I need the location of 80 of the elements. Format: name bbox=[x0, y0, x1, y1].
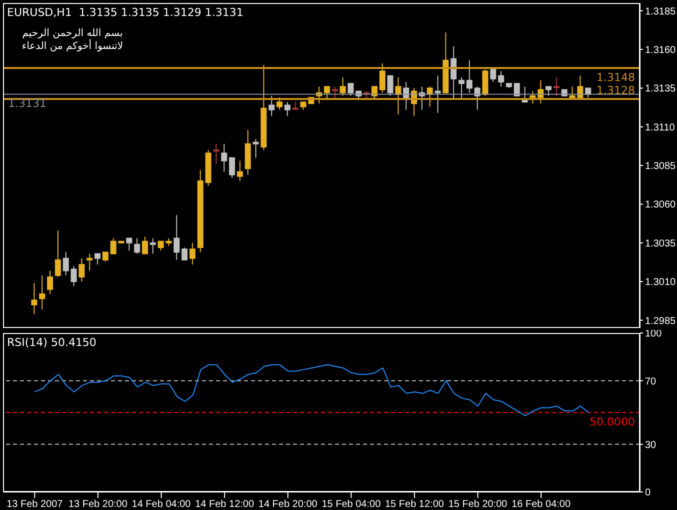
candlestick bbox=[142, 236, 148, 254]
y-tick-label: 70 bbox=[645, 376, 657, 388]
y-tick-label: 1.3060 bbox=[645, 200, 676, 211]
candlestick bbox=[332, 86, 338, 100]
y-tick-label: 1.3010 bbox=[645, 277, 676, 288]
ref-line-label: 1.3148 bbox=[596, 70, 635, 84]
candlestick bbox=[189, 242, 196, 266]
x-tick-label: 13 Feb 2007 bbox=[6, 499, 64, 510]
candlestick bbox=[474, 86, 480, 110]
candlestick bbox=[458, 76, 464, 100]
candlestick bbox=[538, 80, 544, 104]
x-tick-label: 14 Feb 04:00 bbox=[132, 499, 192, 510]
candlestick bbox=[78, 258, 85, 282]
candlestick bbox=[585, 88, 592, 98]
candlestick bbox=[522, 86, 528, 103]
candlestick bbox=[324, 86, 330, 100]
candlestick bbox=[514, 82, 520, 96]
candlestick bbox=[498, 70, 504, 88]
candlestick bbox=[379, 62, 386, 94]
candlestick bbox=[284, 102, 290, 116]
y-tick-label: 1.3085 bbox=[645, 161, 676, 172]
candlestick bbox=[150, 238, 156, 254]
y-tick-label: 1.3185 bbox=[645, 6, 676, 18]
candlestick bbox=[490, 69, 496, 82]
candlestick bbox=[371, 86, 378, 100]
x-tick-label: 15 Feb 04:00 bbox=[322, 499, 382, 510]
candlestick bbox=[530, 90, 536, 104]
annotation: لاتنسوا أخوكم من الدعاء bbox=[20, 41, 124, 52]
y-tick-label: 0 bbox=[645, 488, 651, 499]
x-tick-label: 15 Feb 12:00 bbox=[385, 499, 444, 510]
candlestick bbox=[126, 238, 132, 252]
candlestick bbox=[434, 75, 441, 114]
y-tick-label: 1.3110 bbox=[645, 122, 676, 134]
candlestick bbox=[102, 252, 108, 262]
candlestick bbox=[546, 86, 552, 96]
candlestick bbox=[482, 69, 488, 96]
candlestick bbox=[221, 143, 228, 172]
candlestick bbox=[348, 82, 354, 96]
y-tick-label: 1.2985 bbox=[645, 316, 676, 327]
candlestick bbox=[54, 230, 61, 278]
x-tick-label: 14 Feb 20:00 bbox=[258, 499, 318, 510]
candlestick bbox=[450, 46, 457, 100]
ref-line-label: 50.0000 bbox=[590, 415, 635, 428]
y-tick-label: 1.3135 bbox=[645, 84, 676, 95]
candlestick bbox=[213, 143, 220, 164]
candlestick bbox=[229, 157, 236, 178]
candlestick bbox=[62, 252, 69, 276]
x-tick-label: 15 Feb 20:00 bbox=[448, 499, 508, 510]
chart-title: RSI(14) 50.4150 bbox=[7, 336, 96, 349]
candlestick bbox=[182, 247, 188, 260]
candlestick bbox=[395, 76, 402, 115]
candlestick bbox=[466, 60, 472, 94]
candlestick bbox=[268, 95, 275, 116]
x-tick-label: 16 Feb 04:00 bbox=[512, 499, 571, 510]
candlestick bbox=[553, 76, 560, 96]
candlestick bbox=[174, 214, 180, 260]
chart-title: EURUSD,H1 1.3135 1.3135 1.3129 1.3131 bbox=[7, 6, 244, 19]
candlestick bbox=[47, 270, 54, 294]
candlestick bbox=[387, 75, 394, 96]
candlestick bbox=[276, 96, 282, 110]
candlestick bbox=[39, 274, 46, 310]
y-tick-label: 1.3035 bbox=[645, 238, 676, 250]
candlestick bbox=[252, 138, 259, 158]
candlestick bbox=[70, 266, 77, 287]
annotation: بسم الله الرحمن الرحيم bbox=[21, 28, 124, 39]
y-tick-label: 100 bbox=[645, 328, 662, 340]
candlestick bbox=[426, 86, 433, 108]
candlestick bbox=[134, 238, 140, 254]
line-series bbox=[34, 364, 590, 416]
candlestick bbox=[94, 253, 100, 266]
ref-line-label: 1.3131 bbox=[8, 97, 46, 110]
x-tick-label: 14 Feb 12:00 bbox=[195, 499, 254, 510]
candlestick bbox=[236, 160, 243, 182]
candlestick bbox=[340, 76, 346, 96]
candlestick bbox=[31, 282, 38, 315]
y-tick-label: 30 bbox=[645, 440, 657, 451]
ref-line-label: 1.3128 bbox=[596, 84, 635, 97]
x-tick-label: 13 Feb 20:00 bbox=[68, 499, 128, 510]
y-tick-label: 1.3160 bbox=[645, 44, 676, 56]
candlestick bbox=[86, 253, 93, 272]
